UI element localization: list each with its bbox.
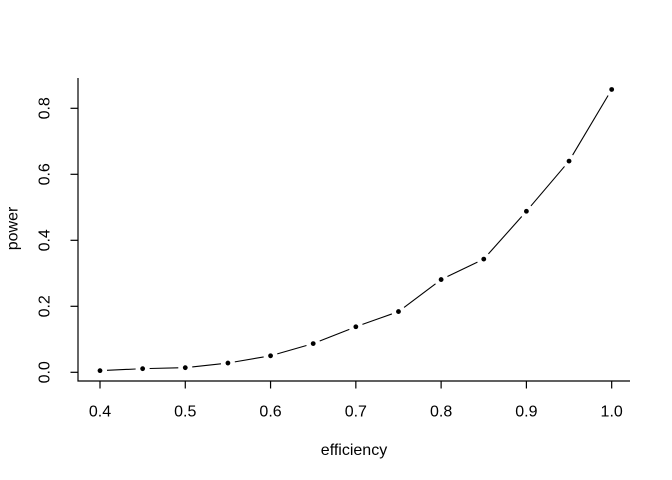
series-segment (234, 356, 264, 363)
x-axis-tick-label: 0.5 (174, 404, 196, 421)
y-axis-tick-label: 0.4 (37, 229, 54, 251)
data-point (438, 277, 444, 282)
series-segment (488, 216, 523, 255)
data-point (566, 158, 572, 164)
x-axis-tick-label: 0.9 (515, 404, 537, 421)
series-segment (277, 344, 307, 355)
data-point (609, 87, 615, 92)
series-segment (149, 367, 179, 370)
data-point (225, 360, 231, 366)
data-point (310, 341, 316, 346)
x-axis-tick-label: 0.7 (345, 404, 367, 421)
x-axis-tick-label: 1.0 (601, 404, 623, 421)
data-point (140, 366, 146, 372)
y-axis-tick-label: 0.8 (37, 97, 54, 119)
chart-layer: 0.4 0.5 0.6 0.7 0.8 0.9 1.0 0.0 0.2 0.4 0.6 0.8 (37, 78, 630, 421)
y-axis-label: power (5, 206, 22, 250)
series-segment (362, 313, 393, 325)
y-axis-tick-label: 0.0 (37, 361, 54, 383)
y-axis-tick-label: 0.6 (37, 163, 54, 185)
x-axis-tick-label: 0.4 (89, 404, 111, 421)
series-segment (530, 166, 565, 207)
data-point (524, 208, 529, 214)
series-segment (447, 261, 478, 278)
data-point (481, 256, 487, 262)
series-segment (403, 283, 436, 308)
data-point (97, 368, 103, 374)
series-segment (106, 368, 136, 371)
data-point (182, 365, 188, 371)
x-axis-tick-label: 0.8 (430, 404, 452, 421)
data-point (268, 353, 273, 359)
x-axis-label: efficiency (321, 442, 387, 459)
y-axis-tick-label: 0.2 (37, 295, 54, 317)
series-segment (319, 328, 350, 342)
x-axis-tick-label: 0.6 (259, 404, 281, 421)
data-point (396, 309, 401, 314)
series-segment (572, 95, 609, 156)
axis-lines (77, 78, 630, 382)
series-segment (192, 363, 222, 368)
data-point (353, 324, 359, 330)
